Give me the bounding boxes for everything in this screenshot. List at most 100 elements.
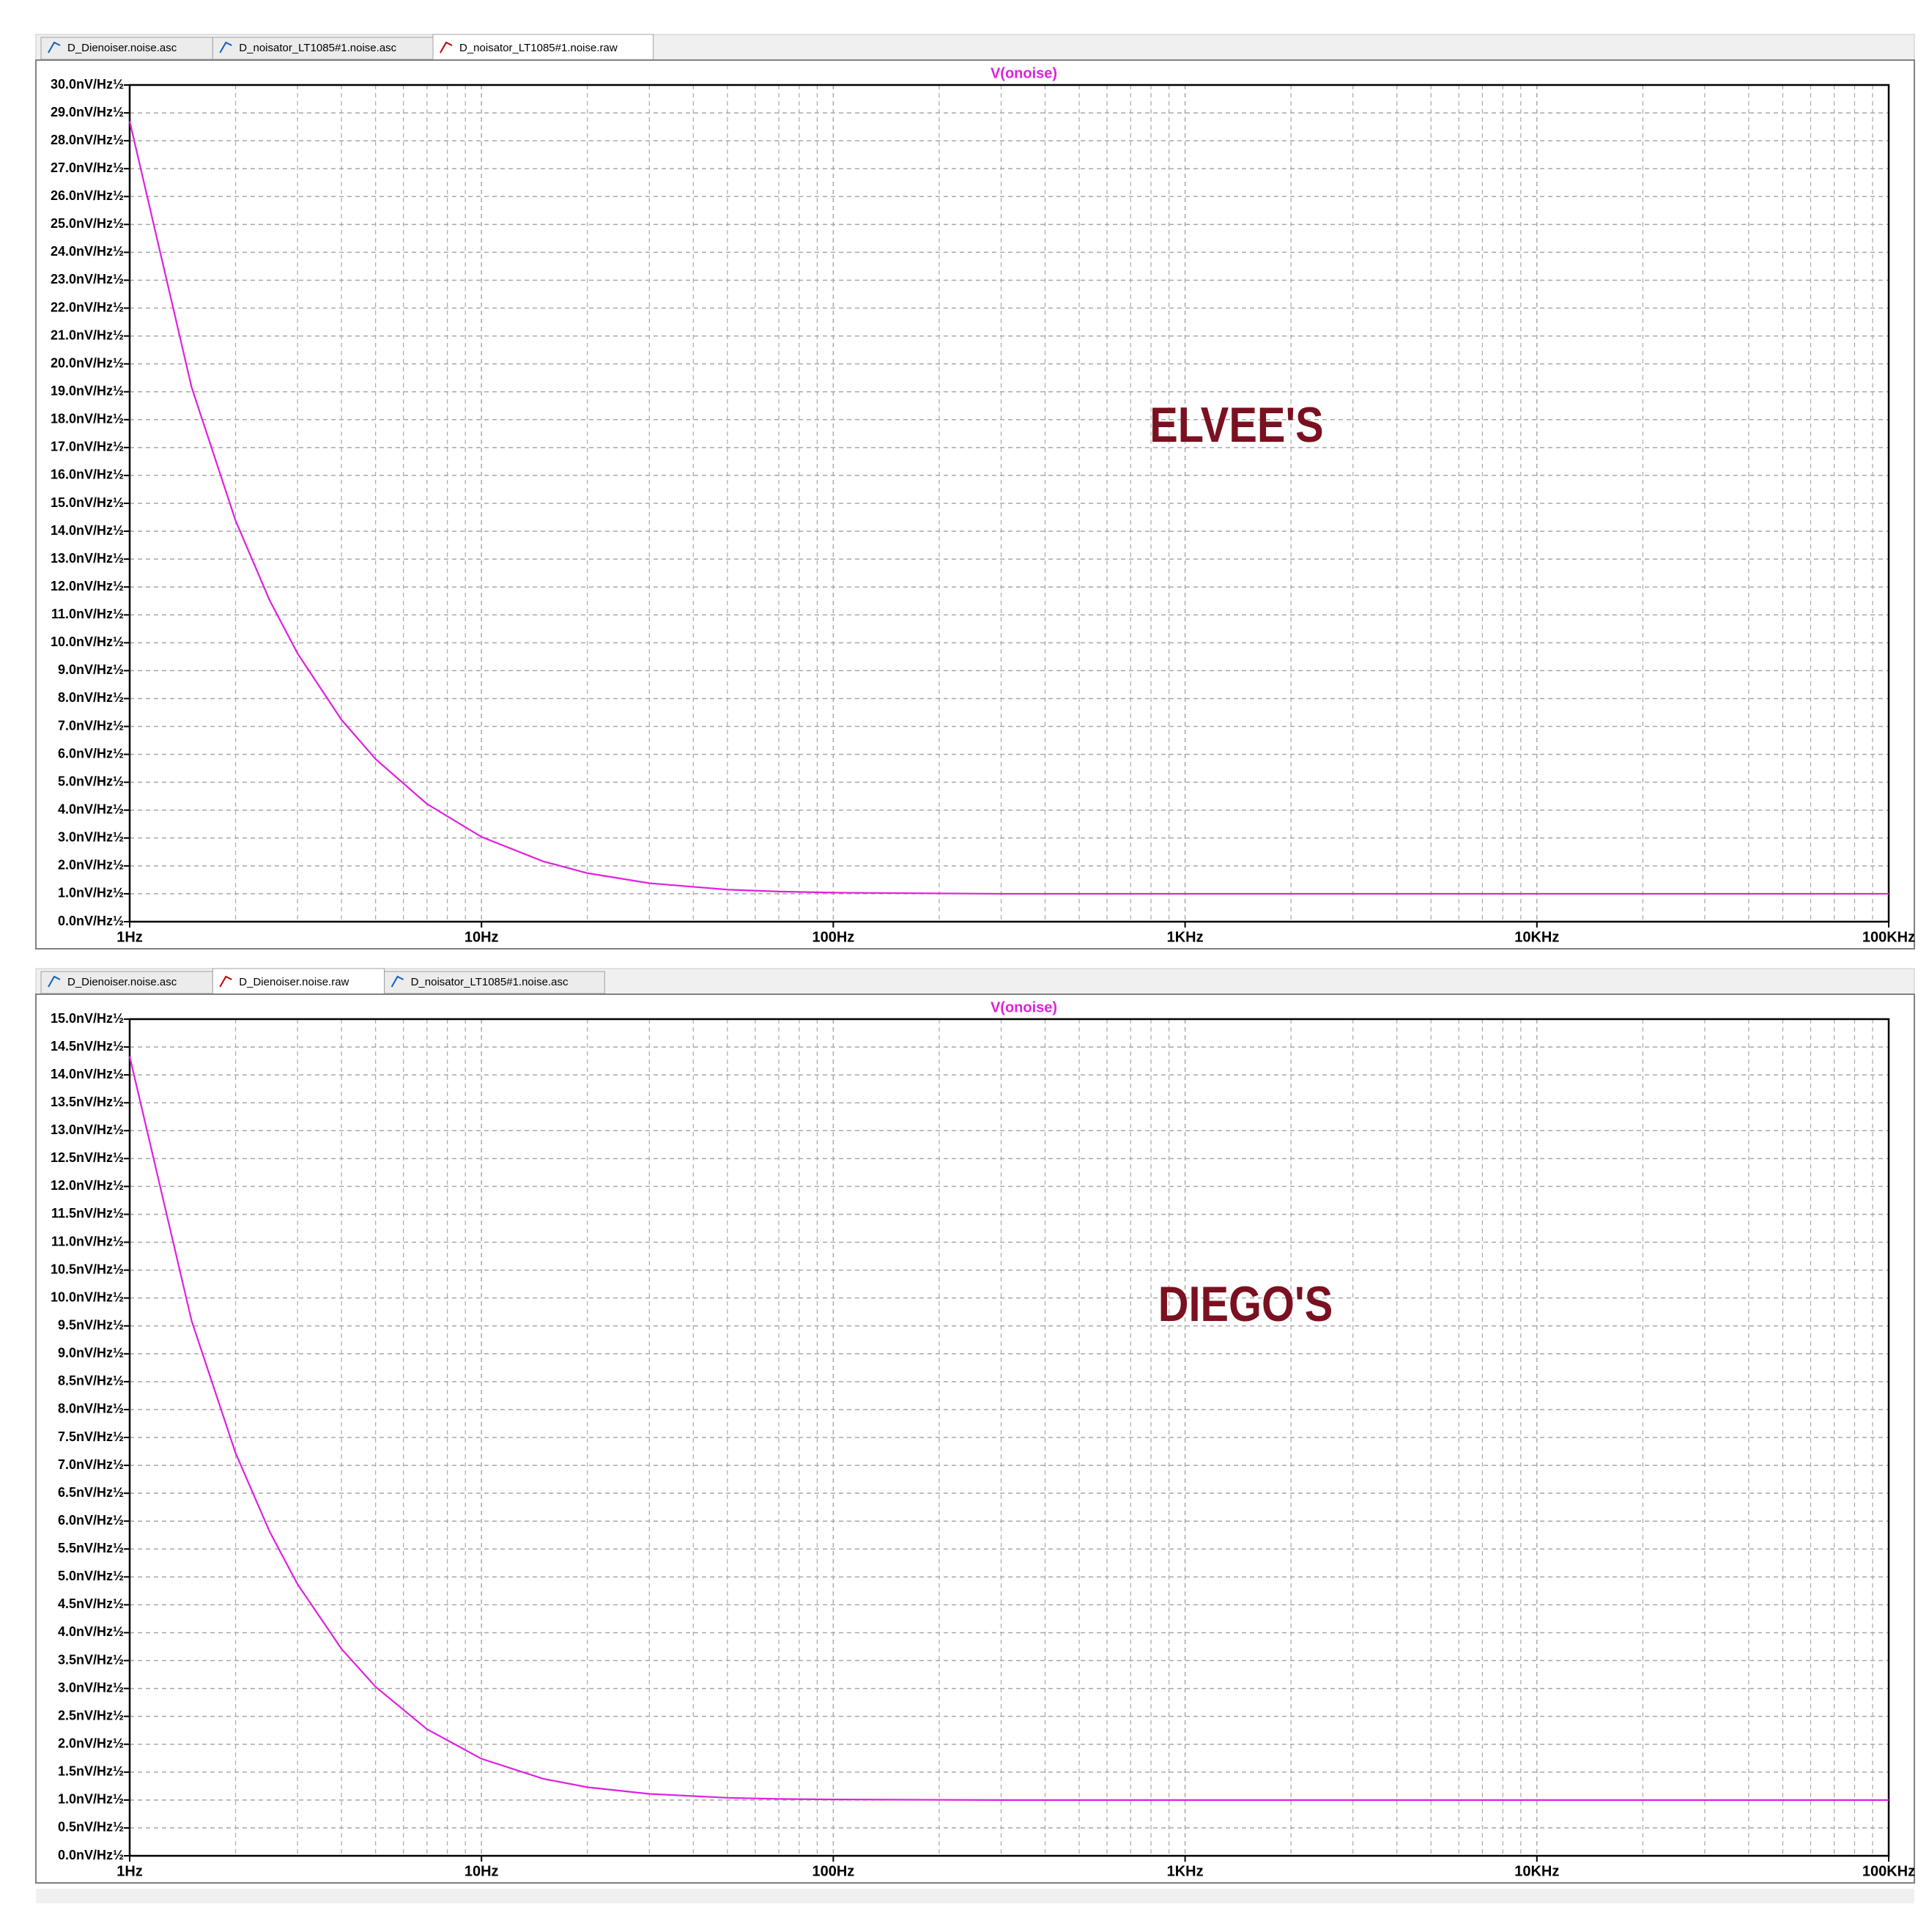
x-tick-label: 100KHz — [1862, 1863, 1915, 1879]
y-tick-label: 8.0nV/Hz½ — [58, 1402, 124, 1416]
tab[interactable] — [212, 968, 385, 995]
y-tick-label: 12.0nV/Hz½ — [51, 579, 124, 593]
x-tick-label: 10Hz — [464, 1863, 499, 1879]
y-tick-label: 16.0nV/Hz½ — [51, 467, 124, 482]
y-tick-label: 0.0nV/Hz½ — [58, 914, 124, 928]
y-tick-label: 6.0nV/Hz½ — [58, 746, 124, 760]
tab-icon — [48, 41, 61, 53]
x-tick-label: 100Hz — [812, 929, 854, 945]
tab-icon — [219, 41, 232, 53]
tab-icon — [219, 975, 232, 988]
y-tick-label: 14.5nV/Hz½ — [51, 1039, 124, 1054]
y-tick-label: 13.0nV/Hz½ — [51, 1122, 124, 1137]
y-tick-label: 7.0nV/Hz½ — [58, 718, 124, 733]
y-tick-label: 6.0nV/Hz½ — [58, 1513, 124, 1528]
y-tick-label: 11.5nV/Hz½ — [51, 1206, 124, 1221]
tab-label: D_Dienoiser.noise.raw — [239, 976, 349, 988]
tab-label: D_Dienoiser.noise.asc — [67, 976, 177, 988]
y-tick-label: 14.0nV/Hz½ — [51, 1067, 124, 1081]
y-tick-label: 8.5nV/Hz½ — [58, 1374, 124, 1388]
y-tick-label: 7.0nV/Hz½ — [58, 1457, 124, 1472]
y-tick-label: 9.0nV/Hz½ — [58, 1346, 124, 1361]
y-tick-label: 9.0nV/Hz½ — [58, 662, 124, 677]
x-tick-label: 1Hz — [116, 1863, 143, 1879]
y-tick-label: 12.5nV/Hz½ — [51, 1150, 124, 1165]
tab[interactable] — [384, 971, 605, 994]
y-tick-label: 26.0nV/Hz½ — [51, 188, 124, 203]
y-tick-label: 1.0nV/Hz½ — [58, 1792, 124, 1807]
x-tick-label: 1Hz — [116, 929, 143, 945]
x-tick-label: 10KHz — [1514, 929, 1559, 945]
tab-icon — [48, 975, 61, 988]
y-tick-label: 22.0nV/Hz½ — [51, 300, 124, 314]
y-tick-label: 4.0nV/Hz½ — [58, 1624, 124, 1639]
y-tick-label: 2.0nV/Hz½ — [58, 858, 124, 873]
y-tick-label: 3.0nV/Hz½ — [58, 830, 124, 845]
tab-icon — [390, 975, 404, 988]
y-tick-label: 15.0nV/Hz½ — [51, 1011, 124, 1026]
y-tick-label: 24.0nV/Hz½ — [51, 244, 124, 259]
x-tick-label: 10Hz — [464, 929, 499, 945]
y-tick-label: 25.0nV/Hz½ — [51, 216, 124, 231]
x-tick-label: 10KHz — [1514, 1863, 1559, 1879]
y-tick-label: 14.0nV/Hz½ — [51, 523, 124, 538]
y-tick-label: 13.5nV/Hz½ — [51, 1095, 124, 1109]
y-tick-label: 1.0nV/Hz½ — [58, 886, 124, 900]
x-tick-label: 1KHz — [1167, 929, 1204, 945]
y-tick-label: 5.0nV/Hz½ — [58, 774, 124, 788]
y-tick-label: 8.0nV/Hz½ — [58, 690, 124, 705]
y-tick-label: 2.5nV/Hz½ — [58, 1708, 124, 1722]
tab-label: D_noisator_LT1085#1.noise.asc — [239, 42, 396, 54]
tab-icon — [440, 41, 453, 53]
y-tick-label: 28.0nV/Hz½ — [51, 133, 124, 147]
y-tick-label: 3.5nV/Hz½ — [58, 1652, 124, 1667]
y-tick-label: 11.0nV/Hz½ — [51, 607, 124, 621]
y-tick-label: 4.0nV/Hz½ — [58, 802, 124, 816]
y-tick-label: 27.0nV/Hz½ — [51, 160, 124, 175]
y-tick-label: 18.0nV/Hz½ — [51, 412, 124, 426]
y-tick-label: 13.0nV/Hz½ — [51, 551, 124, 566]
y-tick-label: 4.5nV/Hz½ — [58, 1596, 124, 1611]
y-tick-label: 11.0nV/Hz½ — [51, 1234, 124, 1248]
y-tick-label: 0.0nV/Hz½ — [58, 1848, 124, 1862]
x-tick-label: 100KHz — [1862, 929, 1915, 945]
annotation: DIEGO'S — [1158, 1277, 1333, 1332]
chart-title: V(onoise) — [991, 999, 1057, 1015]
y-tick-label: 6.5nV/Hz½ — [58, 1485, 124, 1500]
y-tick-label: 29.0nV/Hz½ — [51, 105, 124, 119]
curve — [128, 1056, 1889, 1801]
y-tick-label: 5.0nV/Hz½ — [58, 1569, 124, 1583]
tab[interactable] — [40, 37, 213, 60]
annotation: ELVEE'S — [1149, 398, 1323, 453]
tab[interactable] — [212, 37, 434, 60]
plot-panel — [35, 59, 1915, 950]
y-tick-label: 1.5nV/Hz½ — [58, 1764, 124, 1779]
y-tick-label: 20.0nV/Hz½ — [51, 355, 124, 370]
y-tick-label: 2.0nV/Hz½ — [58, 1736, 124, 1750]
y-tick-label: 30.0nV/Hz½ — [51, 77, 124, 92]
y-tick-label: 9.5nV/Hz½ — [58, 1317, 124, 1332]
tab-label: D_Dienoiser.noise.asc — [67, 42, 177, 54]
status-strip — [36, 1889, 1914, 1903]
y-tick-label: 10.5nV/Hz½ — [51, 1262, 124, 1276]
y-tick-label: 17.0nV/Hz½ — [51, 440, 124, 454]
curve — [128, 121, 1889, 895]
y-tick-label: 7.5nV/Hz½ — [58, 1429, 124, 1444]
y-tick-label: 5.5nV/Hz½ — [58, 1541, 124, 1555]
y-tick-label: 0.5nV/Hz½ — [58, 1820, 124, 1835]
tab-label: D_noisator_LT1085#1.noise.raw — [459, 42, 618, 54]
y-tick-label: 10.0nV/Hz½ — [51, 1289, 124, 1304]
y-tick-label: 15.0nV/Hz½ — [51, 495, 124, 510]
x-tick-label: 1KHz — [1167, 1863, 1204, 1879]
plot-panel — [35, 993, 1915, 1884]
y-tick-label: 23.0nV/Hz½ — [51, 272, 124, 286]
chart-title: V(onoise) — [991, 65, 1057, 81]
tab[interactable] — [432, 34, 654, 61]
y-tick-label: 12.0nV/Hz½ — [51, 1178, 124, 1193]
x-tick-label: 100Hz — [812, 1863, 854, 1879]
tab-label: D_noisator_LT1085#1.noise.asc — [411, 976, 569, 988]
y-tick-label: 3.0nV/Hz½ — [58, 1680, 124, 1695]
plot-frame — [128, 84, 1890, 923]
y-tick-label: 19.0nV/Hz½ — [51, 383, 124, 398]
